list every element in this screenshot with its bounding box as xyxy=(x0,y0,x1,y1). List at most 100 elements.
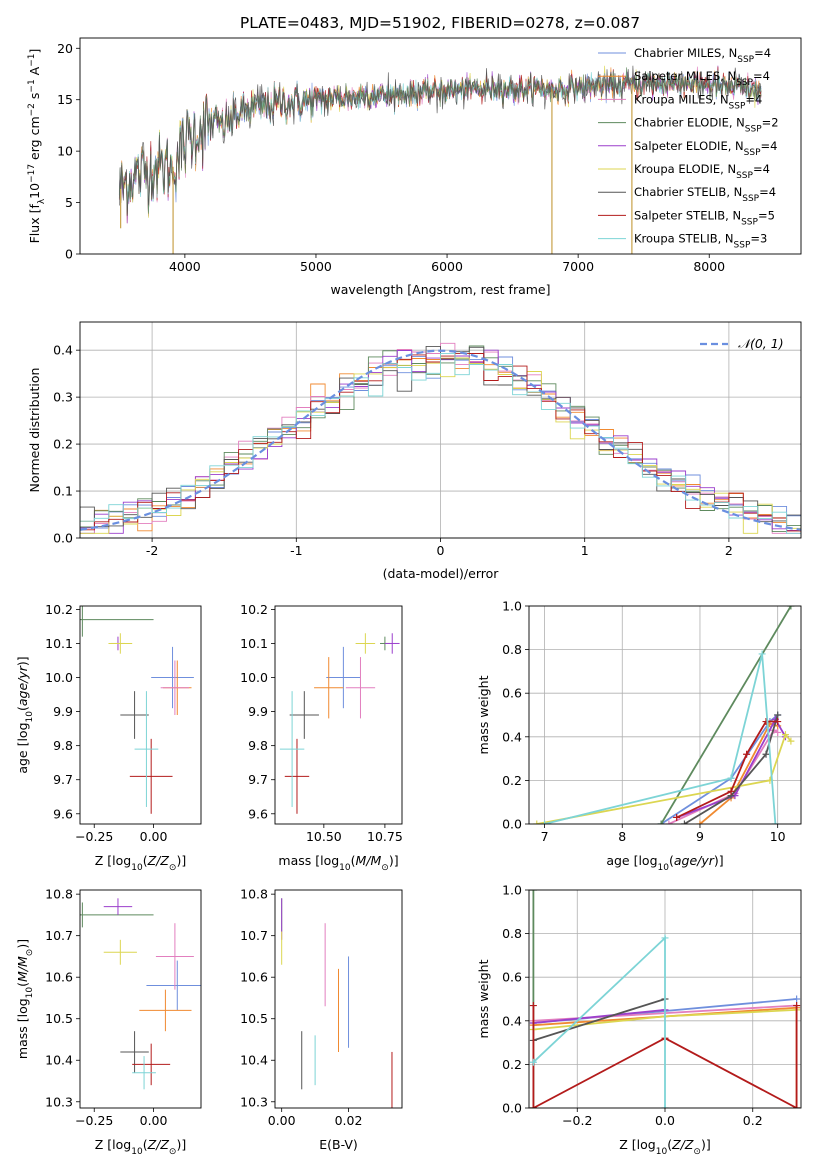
mw-z-xtick-label: 0.2 xyxy=(743,1113,763,1128)
mass-z-xtick-label: −0.25 xyxy=(75,1113,113,1128)
residuals-ytick-label: 0.4 xyxy=(53,343,73,358)
mw-age-marker xyxy=(774,728,782,736)
age-z-point xyxy=(160,660,190,715)
mass-z-xlabel: Z [log10(Z/Z⊙)] xyxy=(95,1137,186,1157)
mw-z-marker xyxy=(793,1104,801,1108)
mw-age-series-1 xyxy=(699,722,778,824)
mass-ebv-ytick-label: 10.6 xyxy=(240,970,268,985)
residuals-xlabel: (data-model)/error xyxy=(383,566,500,581)
mw-age-marker xyxy=(673,813,681,821)
mw-age-series-3 xyxy=(660,606,792,824)
spectrum-xtick-label: 5000 xyxy=(300,259,332,274)
age-z-ytick-label: 10.1 xyxy=(45,636,73,651)
mw-age-axes: 7 8 9 10 0.0 0.2 0.4 0.6 0.8 1.0 xyxy=(502,599,801,844)
age-mass-ytick-label: 9.8 xyxy=(248,738,268,753)
mw-age-marker xyxy=(665,820,673,824)
mw-z-marker xyxy=(529,1058,537,1066)
mass-ebv-ytick-label: 10.7 xyxy=(240,928,268,943)
age-mass-point xyxy=(345,657,376,719)
mw-z-xtick-label: −0.2 xyxy=(562,1113,592,1128)
mw-z-marker xyxy=(529,1104,537,1108)
legend-label: Chabrier ELODIE, NSSP=2 xyxy=(634,116,779,135)
mw-age-xtick-label: 9 xyxy=(696,829,704,844)
mw-age-marker xyxy=(774,711,782,719)
mw-z-ytick-label: 0.0 xyxy=(502,1101,522,1116)
mw-z-ytick-label: 1.0 xyxy=(502,883,522,898)
mass-z-ytick-label: 10.3 xyxy=(45,1094,73,1109)
residuals-ytick-label: 0.0 xyxy=(53,531,73,546)
mass-ebv-frame xyxy=(274,889,403,1109)
legend-label: Chabrier STELIB, NSSP=4 xyxy=(634,185,776,204)
mw-age-marker xyxy=(781,731,789,739)
residual-hist-5 xyxy=(80,357,801,534)
age-mass-frame xyxy=(274,605,403,825)
mw-age-marker xyxy=(743,750,751,758)
mass-z-axes: −0.25 0.00 10.3 10.4 10.5 10.6 10.7 10.8 xyxy=(45,887,167,1128)
mw-z-ytick-label: 0.2 xyxy=(502,1057,522,1072)
mw-age-marker xyxy=(680,820,688,824)
mw-z-marker xyxy=(793,995,801,1003)
residuals-ytick-label: 0.3 xyxy=(53,390,73,405)
mass-ebv-axes: 0.00 0.02 10.3 10.4 10.5 10.6 10.7 10.8 xyxy=(240,887,362,1128)
mw-age-series-6 xyxy=(683,714,779,824)
mass-ebv-plot xyxy=(281,898,393,1108)
age-mass-axes: 10.50 10.75 9.6 9.7 9.8 9.9 10.0 10.1 10.2 xyxy=(240,602,403,844)
mw-age-marker xyxy=(696,820,704,824)
mw-z-plot xyxy=(529,890,801,1108)
mw-age-series-5 xyxy=(536,732,792,824)
age-mass-ytick-label: 9.7 xyxy=(248,772,268,787)
age-mass-point xyxy=(384,633,400,654)
mw-z-ytick-label: 0.4 xyxy=(502,1013,522,1028)
mw-age-marker xyxy=(657,820,665,824)
age-mass-ytick-label: 10.2 xyxy=(240,602,268,617)
age-z-point xyxy=(80,606,154,637)
residuals-ylabel: Normed distribution xyxy=(27,368,42,493)
mass-z-ytick-label: 10.7 xyxy=(45,928,73,943)
figure-title: PLATE=0483, MJD=51902, FIBERID=0278, z=0… xyxy=(240,14,640,32)
mass-z-point xyxy=(146,960,201,1011)
mass-ebv-xlabel: E(B-V) xyxy=(319,1137,358,1152)
mw-age-marker xyxy=(762,750,770,758)
mw-z-marker xyxy=(661,1104,669,1108)
spectrum-ytick-label: 20 xyxy=(57,41,73,56)
mass-ebv-ytick-label: 10.5 xyxy=(240,1011,268,1026)
age-z-xtick-label: 0.00 xyxy=(140,829,168,844)
legend-label: Salpeter ELODIE, NSSP=4 xyxy=(634,139,777,158)
spectrum-xtick-label: 7000 xyxy=(562,259,594,274)
mass-z-plot xyxy=(80,898,201,1090)
mw-z-ylabel: mass weight xyxy=(476,959,491,1038)
mw-z-ytick-label: 0.8 xyxy=(502,926,522,941)
mw-age-series-4 xyxy=(676,717,787,819)
mw-z-series-4 xyxy=(533,1009,666,1024)
mw-age-marker xyxy=(774,718,782,726)
mw-age-xtick-label: 10 xyxy=(770,829,786,844)
age-z-ytick-label: 9.9 xyxy=(53,704,73,719)
mass-ebv-ytick-label: 10.4 xyxy=(240,1053,268,1068)
mw-age-marker xyxy=(758,650,766,658)
mw-age-ytick-label: 0.0 xyxy=(502,817,522,832)
mass-z-ytick-label: 10.4 xyxy=(45,1053,73,1068)
age-z-ytick-label: 9.8 xyxy=(53,738,73,753)
mw-age-ytick-label: 0.4 xyxy=(502,729,522,744)
age-mass-ytick-label: 10.1 xyxy=(240,636,268,651)
age-z-xtick-label: −0.25 xyxy=(75,829,113,844)
mw-z-frame xyxy=(528,889,802,1109)
age-mass-point xyxy=(289,691,319,739)
age-mass-point xyxy=(284,738,310,814)
legend-label: Kroupa MILES, NSSP=4 xyxy=(634,92,762,111)
age-z-ylabel: age [log10(age/yr)] xyxy=(15,656,35,773)
mass-z-ylabel: mass [log10(M/M⊙)] xyxy=(15,939,35,1059)
spectrum-axes: 4000 5000 6000 7000 8000 0 5 10 15 20 xyxy=(57,41,725,274)
mw-z-xtick-label: 0.0 xyxy=(655,1113,675,1128)
age-z-point xyxy=(151,646,194,709)
mw-z-xlabel: Z [log10(Z/Z⊙)] xyxy=(619,1137,710,1157)
mw-age-ytick-label: 0.2 xyxy=(502,773,522,788)
age-mass-point xyxy=(355,633,376,654)
mass-z-point xyxy=(132,1043,171,1086)
age-mass-xlabel: mass [log10(M/M⊙)] xyxy=(278,853,398,873)
mw-age-ytick-label: 1.0 xyxy=(502,599,522,614)
mw-age-marker xyxy=(533,820,541,824)
residuals-ytick-label: 0.1 xyxy=(53,484,73,499)
age-mass-xtick-label: 10.75 xyxy=(367,829,403,844)
